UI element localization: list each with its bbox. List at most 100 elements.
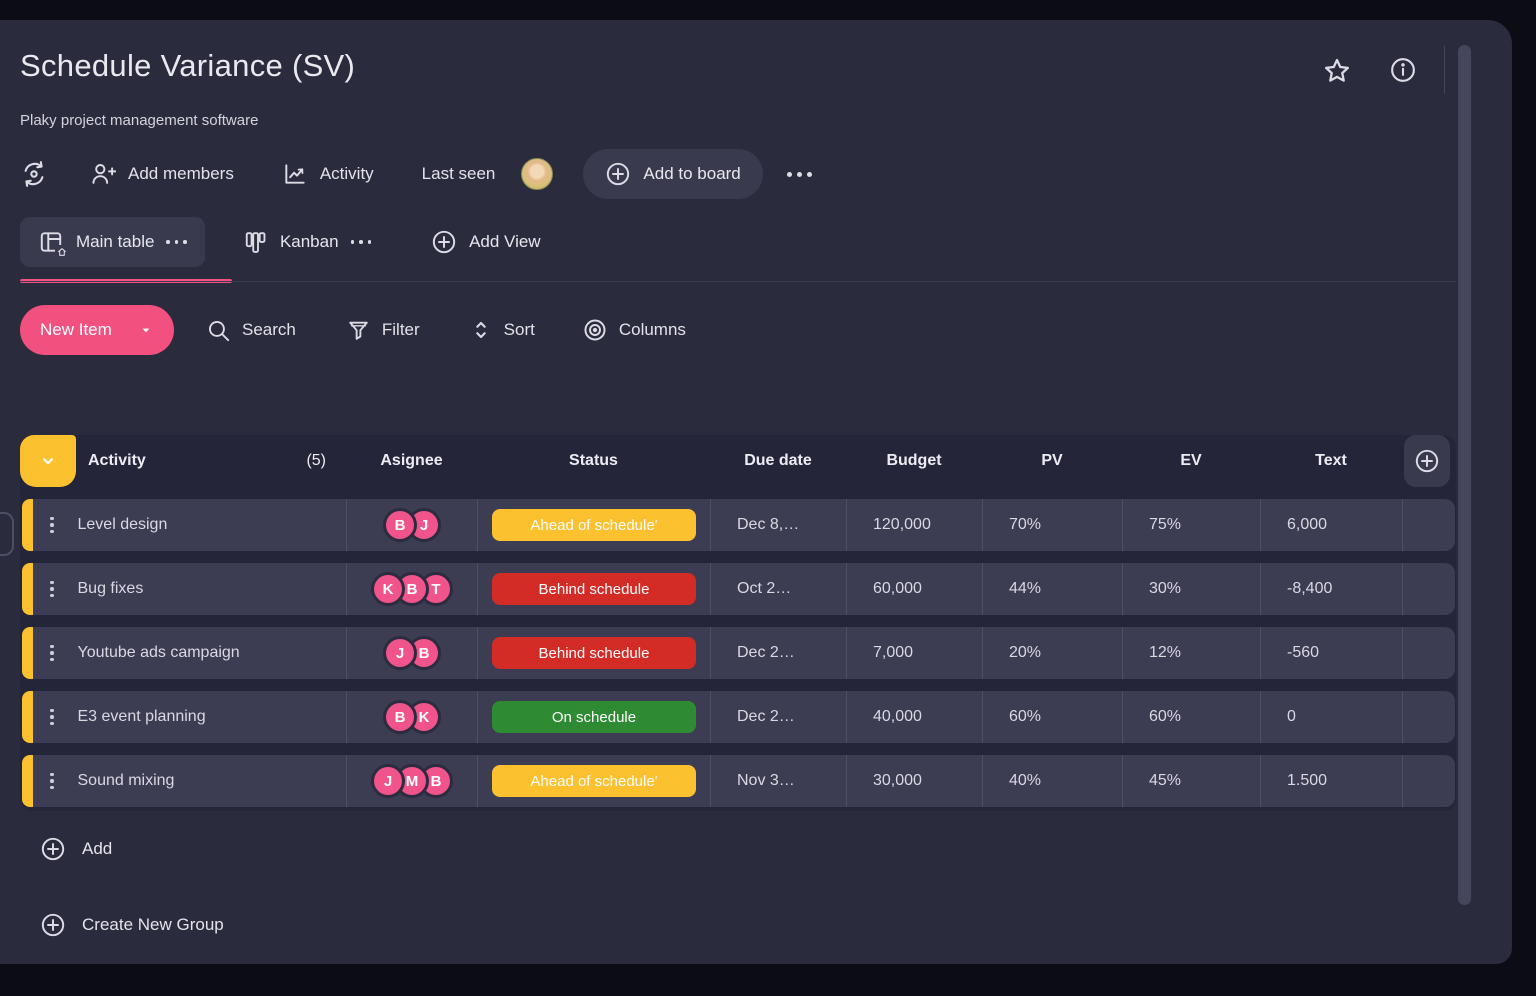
budget-cell[interactable]: 7,000 — [846, 627, 982, 679]
new-item-button[interactable]: New Item — [20, 305, 174, 355]
ev-cell[interactable]: 75% — [1122, 499, 1260, 551]
row-menu-icon[interactable] — [50, 516, 54, 534]
assignee-avatar[interactable]: B — [383, 700, 417, 734]
status-badge[interactable]: Behind schedule — [492, 637, 696, 669]
board-toolbar: Add members Activity Last seen Add to bo… — [20, 148, 812, 200]
activity-button[interactable]: Activity — [282, 161, 374, 187]
empty-cell[interactable] — [1402, 755, 1455, 807]
column-header-ev[interactable]: EV — [1180, 452, 1202, 469]
budget-cell[interactable]: 30,000 — [846, 755, 982, 807]
ev-cell[interactable]: 12% — [1122, 627, 1260, 679]
columns-target-icon — [582, 317, 608, 343]
group-collapse-button[interactable] — [20, 435, 76, 487]
row-menu-icon[interactable] — [50, 644, 54, 662]
pv-cell[interactable]: 60% — [982, 691, 1122, 743]
column-header-text[interactable]: Text — [1315, 452, 1347, 469]
favorite-star-icon[interactable] — [1322, 56, 1352, 86]
ev-cell[interactable]: 30% — [1122, 563, 1260, 615]
tab-more-icon[interactable] — [350, 240, 372, 244]
column-header-asignee[interactable]: Asignee — [380, 452, 443, 469]
more-menu-icon[interactable] — [786, 171, 812, 177]
due-date-cell[interactable]: Dec 2… — [710, 691, 846, 743]
add-view-button[interactable]: Add View — [415, 217, 557, 267]
pv-cell[interactable]: 20% — [982, 627, 1122, 679]
add-members-button[interactable]: Add members — [90, 161, 234, 187]
activity-cell[interactable]: Level design — [33, 499, 346, 551]
pv-cell[interactable]: 70% — [982, 499, 1122, 551]
activity-cell[interactable]: Bug fixes — [33, 563, 346, 615]
last-seen-avatar[interactable] — [521, 158, 554, 190]
sort-button[interactable]: Sort — [469, 318, 535, 342]
column-header-budget[interactable]: Budget — [886, 452, 942, 469]
ev-cell[interactable]: 60% — [1122, 691, 1260, 743]
sidebar-collapse-handle[interactable] — [0, 512, 14, 556]
status-cell[interactable]: Behind schedule — [477, 563, 710, 615]
text-cell[interactable]: 0 — [1260, 691, 1402, 743]
row-menu-icon[interactable] — [50, 580, 54, 598]
filter-button[interactable]: Filter — [346, 318, 420, 343]
empty-cell[interactable] — [1402, 691, 1455, 743]
assignee-avatar[interactable]: J — [383, 636, 417, 670]
empty-cell[interactable] — [1402, 499, 1455, 551]
search-button[interactable]: Search — [206, 318, 296, 343]
add-to-board-button[interactable]: Add to board — [583, 149, 763, 199]
page-subtitle: Plaky project management software — [20, 112, 259, 129]
status-cell[interactable]: On schedule — [477, 691, 710, 743]
status-cell[interactable]: Ahead of schedule' — [477, 755, 710, 807]
pv-cell[interactable]: 44% — [982, 563, 1122, 615]
budget-cell[interactable]: 40,000 — [846, 691, 982, 743]
sort-label: Sort — [503, 320, 535, 339]
activity-cell[interactable]: Sound mixing — [33, 755, 346, 807]
assignee-avatar[interactable]: K — [371, 572, 405, 606]
text-cell[interactable]: -560 — [1260, 627, 1402, 679]
row-menu-icon[interactable] — [50, 708, 54, 726]
column-header-pv[interactable]: PV — [1041, 452, 1063, 469]
column-header-due-date[interactable]: Due date — [744, 452, 812, 469]
tab-more-icon[interactable] — [166, 240, 187, 244]
column-header-status[interactable]: Status — [569, 452, 618, 469]
due-date-cell[interactable]: Nov 3… — [710, 755, 846, 807]
status-cell[interactable]: Behind schedule — [477, 627, 710, 679]
vertical-scrollbar[interactable] — [1458, 45, 1471, 905]
text-cell[interactable]: -8,400 — [1260, 563, 1402, 615]
last-seen[interactable]: Last seen — [422, 158, 554, 190]
pv-cell[interactable]: 40% — [982, 755, 1122, 807]
status-badge[interactable]: Ahead of schedule' — [492, 509, 696, 541]
tab-main-table[interactable]: Main table — [20, 217, 205, 267]
activity-cell[interactable]: Youtube ads campaign — [33, 627, 346, 679]
add-column-button[interactable] — [1404, 435, 1450, 487]
budget-cell[interactable]: 120,000 — [846, 499, 982, 551]
status-badge[interactable]: On schedule — [492, 701, 696, 733]
group-color-accent — [22, 691, 33, 743]
status-badge[interactable]: Behind schedule — [492, 573, 696, 605]
row-menu-icon[interactable] — [50, 772, 54, 790]
empty-cell[interactable] — [1402, 563, 1455, 615]
due-date-cell[interactable]: Dec 2… — [710, 627, 846, 679]
columns-button[interactable]: Columns — [582, 317, 686, 343]
budget-cell[interactable]: 60,000 — [846, 563, 982, 615]
ev-cell[interactable]: 45% — [1122, 755, 1260, 807]
due-date-cell[interactable]: Oct 2… — [710, 563, 846, 615]
assignee-avatar[interactable]: B — [383, 508, 417, 542]
tab-kanban[interactable]: Kanban — [227, 217, 387, 267]
add-item-button[interactable]: Add — [40, 836, 112, 862]
text-cell[interactable]: 6,000 — [1260, 499, 1402, 551]
status-cell[interactable]: Ahead of schedule' — [477, 499, 710, 551]
activity-cell[interactable]: E3 event planning — [33, 691, 346, 743]
info-icon[interactable] — [1389, 56, 1419, 86]
sync-button[interactable] — [20, 160, 48, 188]
home-icon — [55, 245, 69, 259]
create-new-group-button[interactable]: Create New Group — [40, 912, 224, 938]
empty-cell[interactable] — [1402, 627, 1455, 679]
column-header-activity[interactable]: Activity (5) — [76, 435, 346, 487]
text-cell[interactable]: 1.500 — [1260, 755, 1402, 807]
due-date-cell[interactable]: Dec 8,… — [710, 499, 846, 551]
status-badge[interactable]: Ahead of schedule' — [492, 765, 696, 797]
assignee-avatar[interactable]: J — [371, 764, 405, 798]
